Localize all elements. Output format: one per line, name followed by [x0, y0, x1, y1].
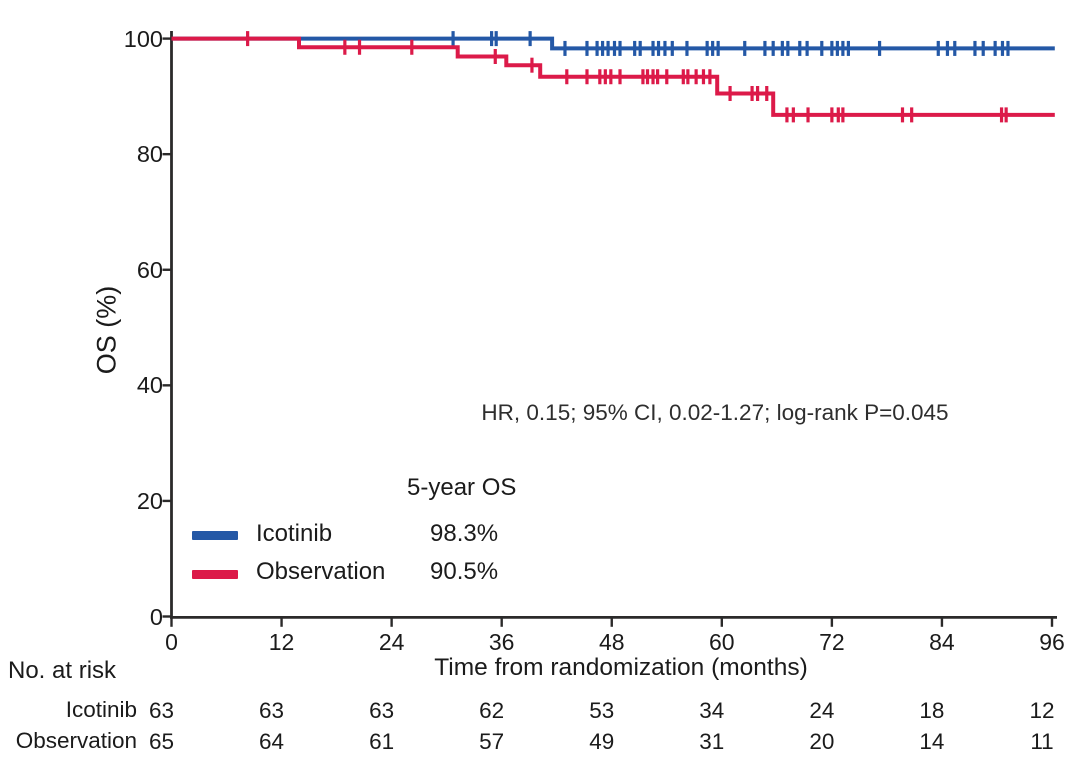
y-tick-label: 80 — [136, 141, 163, 168]
legend-label-observation: Observation — [256, 558, 386, 585]
y-tick-label: 40 — [136, 372, 163, 399]
risk-value-observation: 11 — [1030, 729, 1054, 754]
hr-logrank-annotation: HR, 0.15; 95% CI, 0.02-1.27; log-rank P=… — [481, 400, 949, 425]
risk-value-icotinib: 63 — [369, 698, 395, 723]
risk-value-icotinib: 53 — [589, 698, 615, 723]
risk-value-icotinib: 24 — [809, 698, 835, 723]
x-tick-label: 36 — [488, 629, 515, 655]
legend-swatch-observation — [192, 570, 238, 579]
x-tick-label: 84 — [929, 629, 955, 655]
legend-value-observation: 90.5% — [430, 558, 499, 585]
y-tick-label: 60 — [136, 256, 163, 283]
x-tick-label: 24 — [378, 629, 405, 655]
risk-value-observation: 49 — [589, 729, 615, 754]
risk-row-label-icotinib: Icotinib — [65, 697, 137, 722]
y-tick-label: 20 — [136, 487, 163, 514]
risk-value-observation: 57 — [479, 729, 505, 754]
risk-value-icotinib: 63 — [259, 698, 285, 723]
x-tick-label: 96 — [1039, 629, 1065, 655]
series-line-icotinib — [171, 36, 1055, 51]
legend-header: 5-year OS — [407, 474, 517, 501]
risk-value-observation: 14 — [919, 729, 945, 754]
risk-row-label-observation: Observation — [15, 728, 137, 753]
x-tick-label: 0 — [165, 629, 178, 655]
legend-swatch-icotinib — [192, 531, 238, 540]
risk-value-icotinib: 63 — [148, 698, 175, 723]
risk-value-observation: 61 — [369, 729, 395, 754]
legend-value-icotinib: 98.3% — [430, 520, 499, 547]
x-tick-label: 72 — [819, 629, 845, 655]
risk-value-observation: 65 — [148, 729, 175, 754]
risk-value-observation: 64 — [259, 729, 285, 754]
legend-label-icotinib: Icotinib — [256, 520, 333, 547]
risk-value-icotinib: 34 — [699, 698, 725, 723]
no-at-risk-label: No. at risk — [8, 657, 117, 684]
series-line-observation — [171, 36, 1055, 117]
x-axis-title: Time from randomization (months) — [434, 654, 808, 681]
x-tick-label: 12 — [268, 629, 295, 655]
y-tick-label: 0 — [149, 603, 163, 630]
x-tick-label: 60 — [709, 629, 735, 655]
risk-value-observation: 20 — [809, 729, 835, 754]
risk-value-observation: 31 — [699, 729, 725, 754]
risk-value-icotinib: 62 — [479, 698, 505, 723]
x-tick-label: 48 — [598, 629, 625, 655]
y-tick-label: 100 — [123, 25, 163, 52]
risk-value-icotinib: 12 — [1029, 698, 1055, 723]
y-axis-title: OS (%) — [91, 285, 122, 375]
risk-value-icotinib: 18 — [919, 698, 945, 723]
